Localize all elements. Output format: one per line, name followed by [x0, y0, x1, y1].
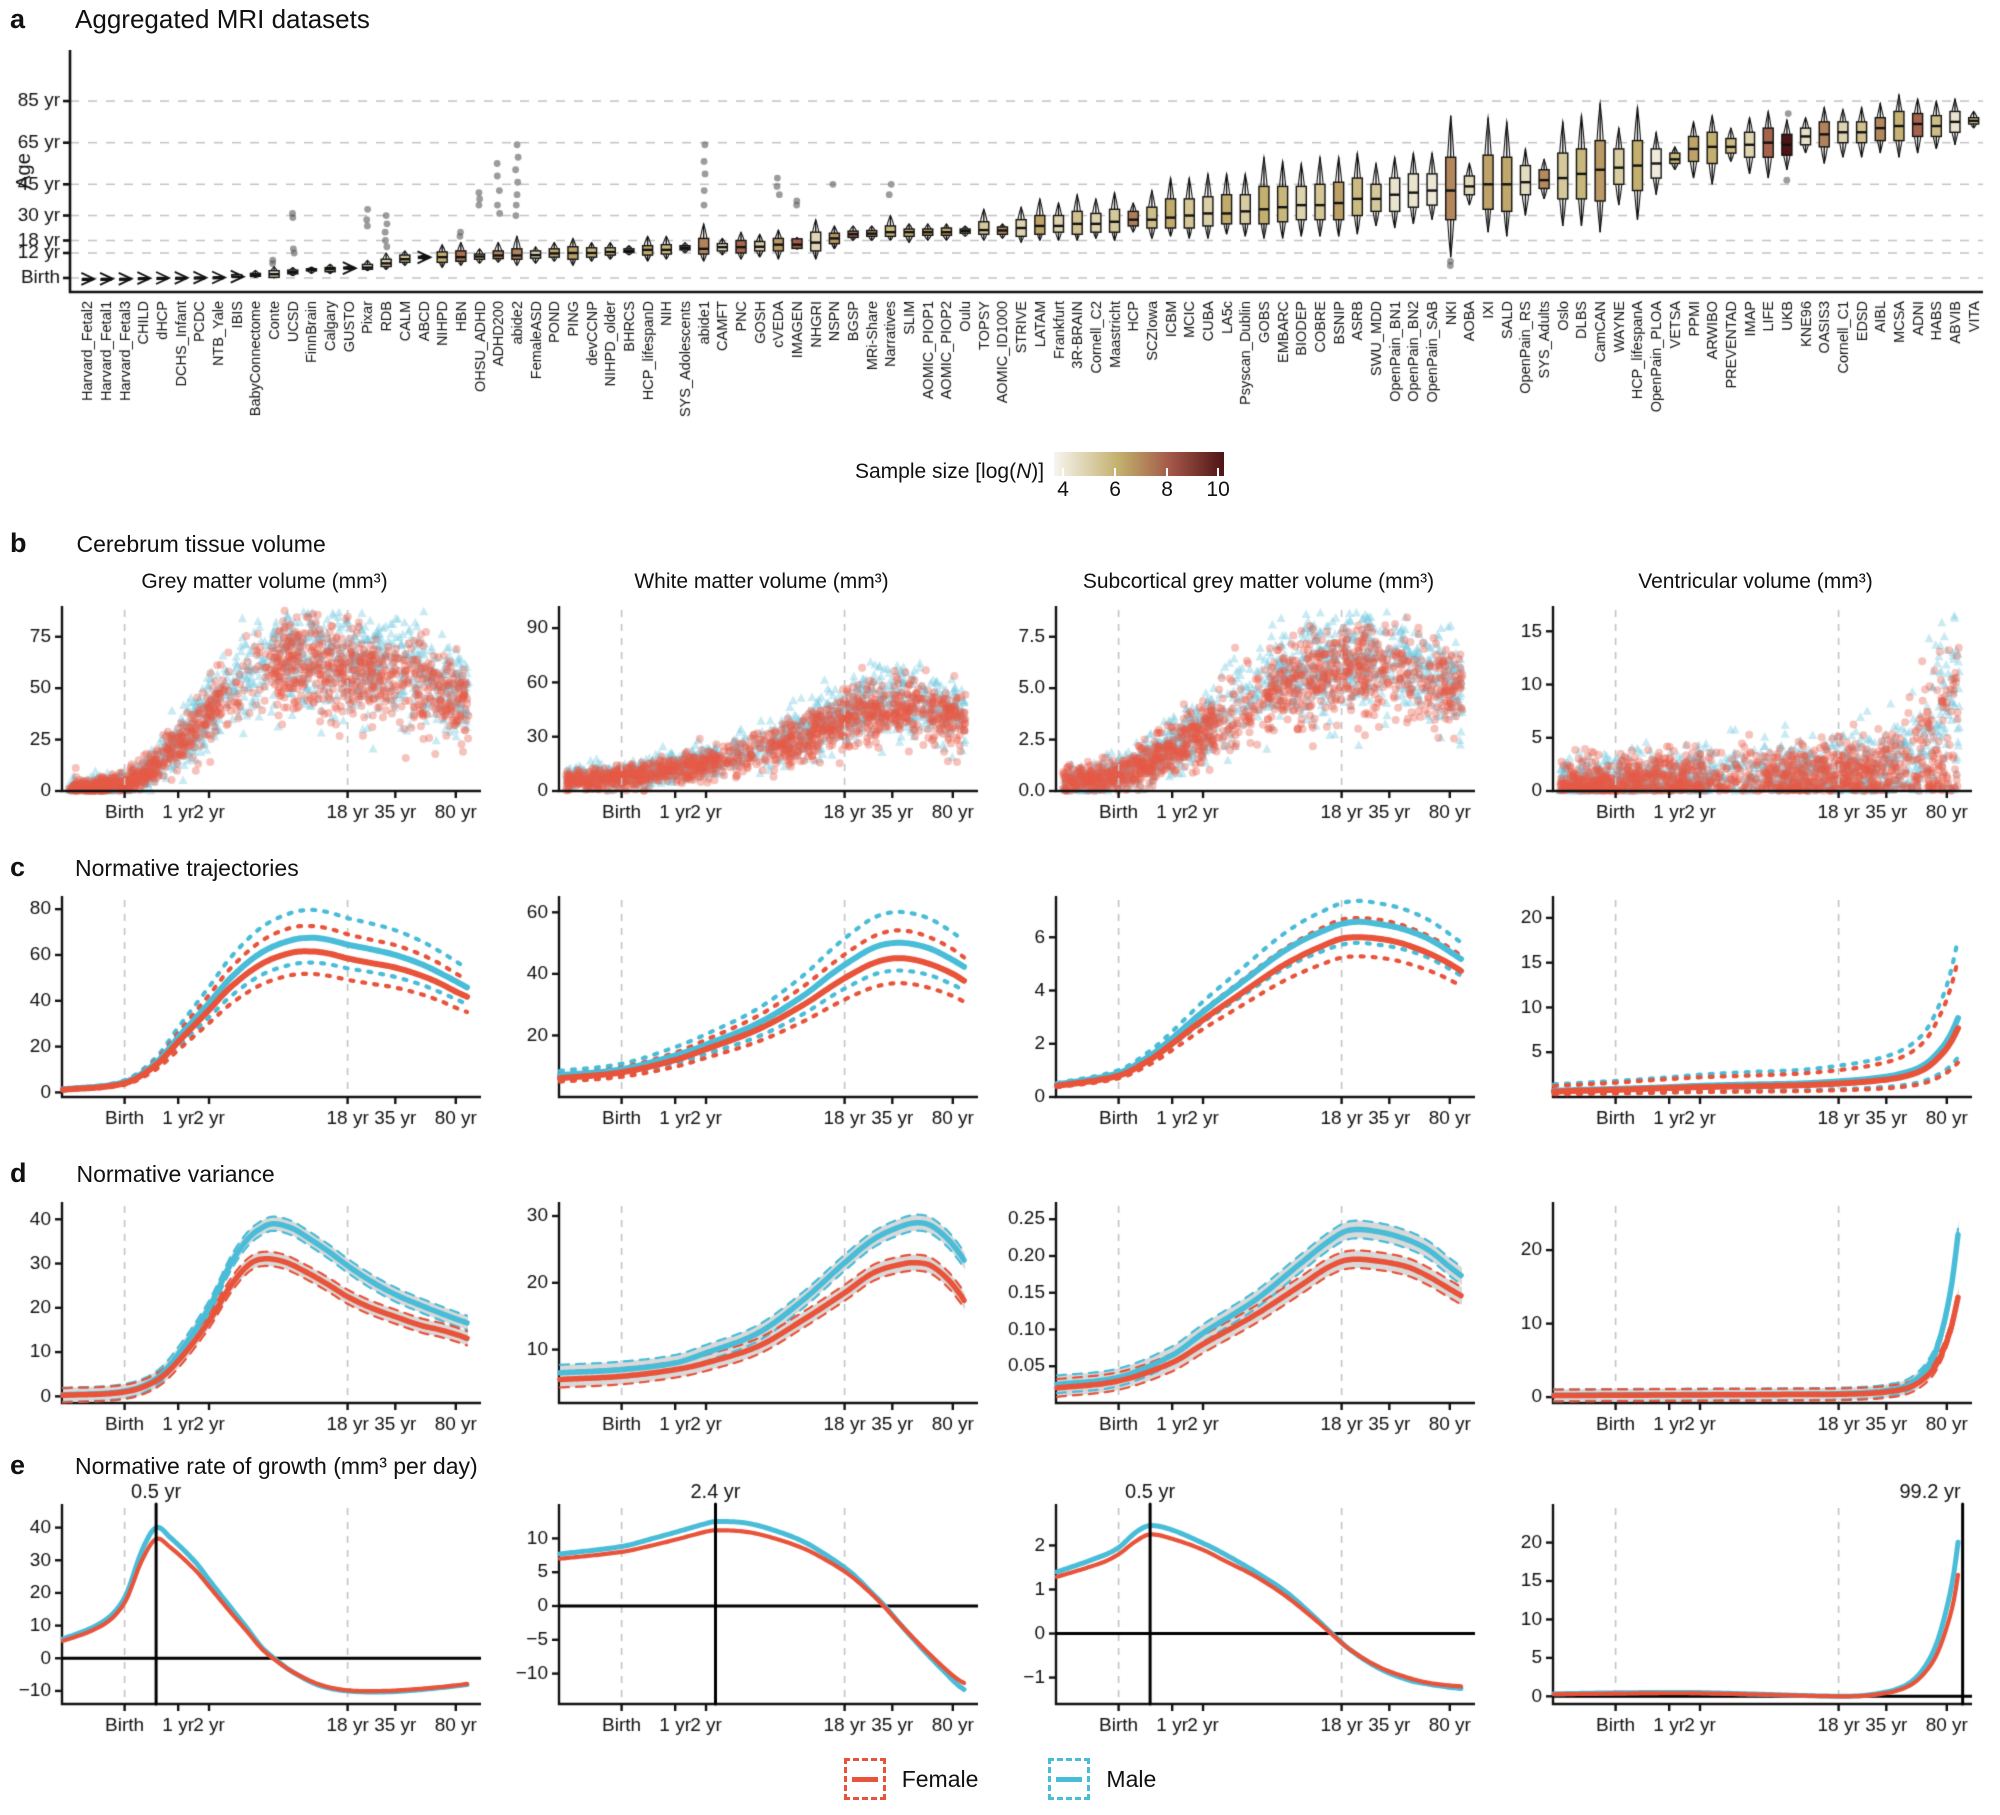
panel-e-plot-gmv	[8, 1478, 491, 1740]
panel-d-plot-vv	[1499, 1194, 1982, 1439]
panel-c-letter: c	[10, 852, 26, 882]
panel-d-letter: d	[10, 1158, 27, 1188]
panel-a-header: a Aggregated MRI datasets	[10, 4, 370, 35]
panel-c-heading: Normative trajectories	[75, 855, 299, 881]
panel-b-plot-sgmv	[1002, 602, 1485, 827]
panel-d-header: d Normative variance	[10, 1158, 275, 1189]
male-swatch	[1048, 1758, 1091, 1800]
male-line	[1056, 1776, 1083, 1782]
legend-item-female: Female	[843, 1758, 979, 1800]
panel-c-plot-sgmv	[1002, 888, 1485, 1133]
panel-e-plot-vv	[1499, 1478, 1982, 1740]
legend-item-male: Male	[1048, 1758, 1156, 1800]
colorbar-gradient: 4 6 8 10	[1054, 438, 1230, 501]
colorbar-tick	[1062, 468, 1065, 476]
panel-b-letter: b	[10, 528, 27, 558]
panel-b-header: b Cerebrum tissue volume	[10, 528, 326, 559]
colorbar-tick	[1217, 468, 1220, 476]
panel-b-plots	[8, 602, 1982, 827]
panel-c-header: c Normative trajectories	[10, 852, 299, 883]
panel-a-letter: a	[10, 4, 26, 34]
panel-c-plot-gmv	[8, 888, 491, 1133]
colorbar-bar	[1054, 452, 1225, 476]
panel-e-letter: e	[10, 1450, 26, 1480]
panel-e-heading: Normative rate of growth (mm³ per day)	[75, 1453, 478, 1479]
colorbar-tick-label: 6	[1109, 478, 1121, 501]
panel-c-plot-vv	[1499, 888, 1982, 1133]
panel-e-plot-wmv	[505, 1478, 988, 1740]
panel-e-plots	[8, 1478, 1982, 1740]
panel-b-plot-gmv	[8, 602, 491, 827]
panel-d-plots	[8, 1194, 1982, 1439]
colorbar-tick-label: 10	[1206, 478, 1230, 501]
sex-legend: Female Male	[0, 1758, 2000, 1800]
colorbar-tick-label: 4	[1057, 478, 1069, 501]
panel-d-plot-wmv	[505, 1194, 988, 1439]
panel-e-plot-sgmv	[1002, 1478, 1485, 1740]
panel-b-heading: Cerebrum tissue volume	[76, 531, 326, 557]
panel-d-heading: Normative variance	[76, 1161, 275, 1187]
panel-e-header: e Normative rate of growth (mm³ per day)	[10, 1450, 478, 1481]
female-swatch	[843, 1758, 886, 1800]
subplot-title-gmv: Grey matter volume (mm³)	[141, 570, 388, 593]
colorbar-tick	[1166, 468, 1169, 476]
panel-d-plot-gmv	[8, 1194, 491, 1439]
sample-size-colorbar: Sample size [log(N)] 4 6 8 10	[855, 438, 1230, 501]
panel-b-plot-vv	[1499, 602, 1982, 827]
panel-c-plot-wmv	[505, 888, 988, 1133]
colorbar-tick	[1114, 468, 1117, 476]
panel-a-boxplot-canvas	[8, 40, 1993, 420]
panel-d-plot-sgmv	[1002, 1194, 1485, 1439]
panel-b-plot-wmv	[505, 602, 988, 827]
panel-c-plots	[8, 888, 1982, 1133]
subplot-title-vv: Ventricular volume (mm³)	[1638, 570, 1873, 593]
panel-b-subplot-titles: Grey matter volume (mm³) White matter vo…	[8, 570, 1982, 594]
female-line	[851, 1776, 878, 1782]
subplot-title-sgmv: Subcortical grey matter volume (mm³)	[1082, 570, 1435, 593]
colorbar-tick-label: 8	[1161, 478, 1173, 501]
legend-label-female: Female	[901, 1765, 979, 1792]
colorbar-label: Sample size [log(N)]	[855, 460, 1045, 483]
subplot-title-wmv: White matter volume (mm³)	[634, 570, 889, 593]
legend-label-male: Male	[1106, 1765, 1157, 1792]
panel-a-title: Aggregated MRI datasets	[75, 4, 370, 34]
